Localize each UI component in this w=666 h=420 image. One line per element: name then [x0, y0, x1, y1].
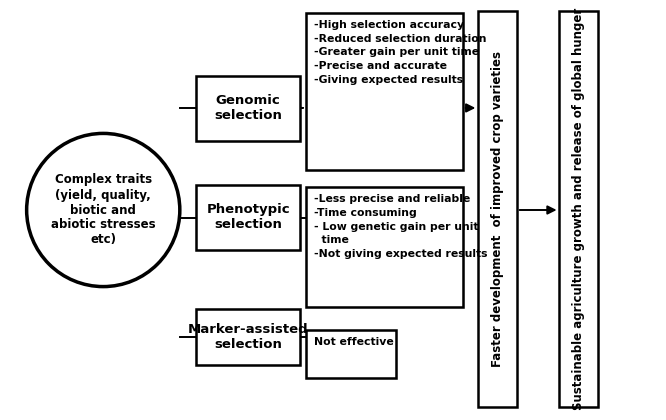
FancyBboxPatch shape [306, 187, 463, 307]
Text: Marker-assisted
selection: Marker-assisted selection [188, 323, 308, 351]
Text: -Less precise and reliable
-Time consuming
- Low genetic gain per unit
  time
-N: -Less precise and reliable -Time consumi… [314, 194, 488, 259]
FancyBboxPatch shape [196, 185, 300, 250]
Text: Not effective: Not effective [314, 337, 394, 347]
FancyBboxPatch shape [306, 330, 396, 378]
Text: Complex traits
(yield, quality,
biotic and
abiotic stresses
etc): Complex traits (yield, quality, biotic a… [51, 173, 156, 247]
Text: Faster development  of improved crop varieties: Faster development of improved crop vari… [491, 51, 504, 367]
Text: Phenotypic
selection: Phenotypic selection [206, 203, 290, 231]
Text: Sustainable agriculture growth and release of global hunger: Sustainable agriculture growth and relea… [572, 8, 585, 410]
Text: Genomic
selection: Genomic selection [214, 94, 282, 122]
FancyBboxPatch shape [478, 10, 517, 407]
FancyBboxPatch shape [196, 76, 300, 141]
Text: -High selection accuracy
-Reduced selection duration
-Greater gain per unit time: -High selection accuracy -Reduced select… [314, 20, 487, 84]
FancyBboxPatch shape [306, 13, 463, 170]
FancyBboxPatch shape [196, 309, 300, 365]
FancyBboxPatch shape [559, 10, 598, 407]
